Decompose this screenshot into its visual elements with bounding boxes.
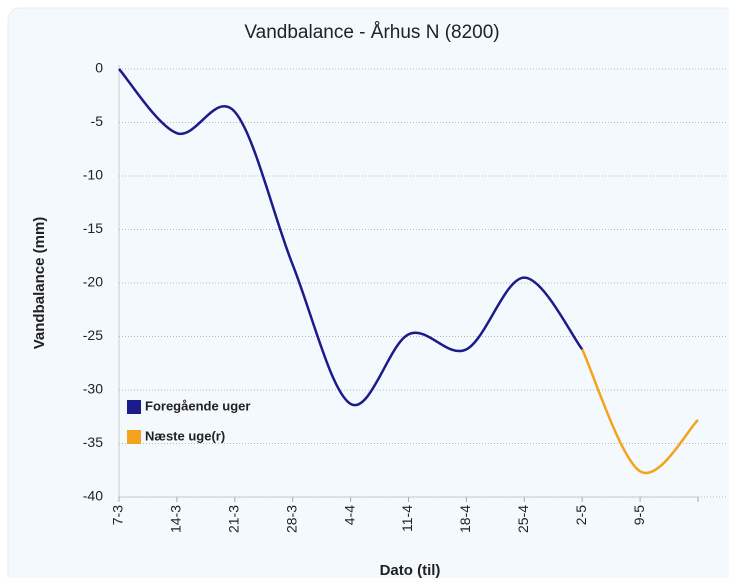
chart-title: Vandbalance - Århus N (8200)	[244, 22, 499, 43]
line-series	[118, 68, 584, 407]
x-axis-title: Dato (til)	[380, 562, 441, 578]
y-tick-label: -30	[83, 381, 103, 397]
x-tick-label: 28-3	[283, 505, 299, 533]
y-tick-label: -15	[83, 220, 103, 236]
y-tick-label: -5	[91, 113, 104, 129]
legend-swatch	[127, 400, 141, 414]
x-tick-label: 18-4	[457, 505, 473, 533]
legend-label: Foregående uger	[145, 398, 250, 413]
x-tick-label: 2-5	[573, 505, 589, 525]
y-tick-label: -10	[83, 167, 103, 183]
x-tick-label: 4-4	[341, 505, 357, 525]
y-tick-label: -25	[83, 327, 103, 343]
x-tick-label: 9-5	[631, 505, 647, 525]
y-tick-label: -40	[83, 488, 103, 504]
line-series	[581, 348, 699, 475]
y-axis-title: Vandbalance (mm)	[31, 217, 48, 350]
y-tick-label: 0	[95, 60, 103, 76]
y-tick-label: -35	[83, 434, 103, 450]
x-tick-label: 14-3	[168, 505, 184, 533]
y-tick-label: -20	[83, 274, 103, 290]
x-tick-label: 21-3	[226, 505, 242, 533]
legend-swatch	[127, 430, 141, 444]
x-tick-label: 11-4	[399, 505, 415, 532]
legend-label: Næste uge(r)	[145, 428, 225, 443]
panel	[7, 7, 729, 578]
x-tick-label: 7-3	[110, 505, 126, 525]
x-tick-label: 25-4	[515, 505, 531, 533]
